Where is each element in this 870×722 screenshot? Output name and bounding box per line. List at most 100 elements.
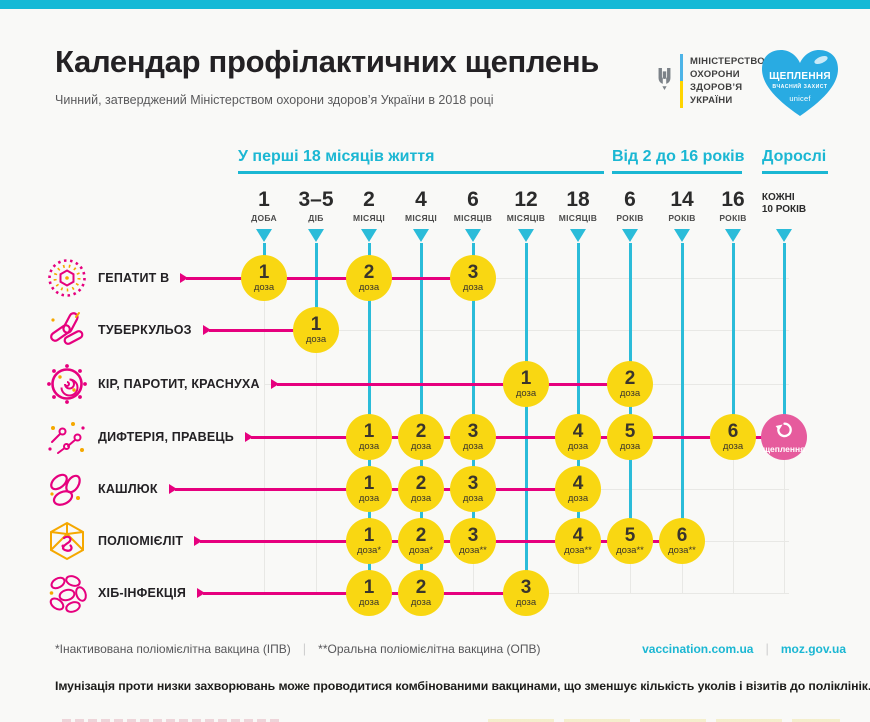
page-title: Календар профілактичних щеплень <box>55 44 600 79</box>
disease-name: ПОЛІОМІЄЛІТ <box>98 534 184 548</box>
age-group-underline-0 <box>238 171 604 174</box>
column-age-number-5: 12 <box>514 188 538 211</box>
dose-word: доза <box>410 441 432 453</box>
timeline-vline-1 <box>314 243 318 330</box>
dose-connector-line-0 <box>186 276 473 280</box>
column-marker-triangle-icon <box>674 229 690 242</box>
dose-number: 3 <box>467 421 479 443</box>
column-marker-triangle-icon <box>570 229 586 242</box>
ministry-line: УКРАЇНИ <box>690 95 733 106</box>
dose-word: доза <box>722 441 744 453</box>
column-age-number-4: 6 <box>467 188 479 211</box>
age-group-label-1: Від 2 до 16 років <box>612 148 745 165</box>
column-marker-triangle-icon <box>622 229 638 242</box>
dose-circle: 3 доза <box>450 466 496 512</box>
dose-number: 2 <box>415 421 427 443</box>
dose-circle: 4 доза <box>555 414 601 460</box>
dose-circle: 3 доза <box>450 255 496 301</box>
dose-number: 2 <box>415 473 427 495</box>
dose-circle: 3 доза <box>503 570 549 616</box>
dose-circle: 2 доза <box>398 466 444 512</box>
dose-word: доза <box>358 597 380 609</box>
dose-word: доза <box>410 493 432 505</box>
dose-number: 3 <box>467 473 479 495</box>
timeline-vline-9 <box>731 243 735 437</box>
dose-word: доза* <box>356 545 382 557</box>
row-arrow-icon <box>168 484 177 494</box>
age-group-label-0: У перші 18 місяців життя <box>238 148 435 165</box>
column-age-unit-0: ДОБА <box>251 213 277 223</box>
polio-virus-icon <box>45 519 89 563</box>
dose-circle: 1 доза <box>293 307 339 353</box>
dose-circle: 5 доза** <box>607 518 653 564</box>
column-marker-triangle-icon <box>725 229 741 242</box>
column-age-unit-7: РОКІВ <box>616 213 644 223</box>
dose-circle: 2 доза <box>398 414 444 460</box>
dose-circle: 6 доза** <box>659 518 705 564</box>
column-age-unit-6: МІСЯЦІВ <box>558 213 598 223</box>
dose-number: 2 <box>415 577 427 599</box>
footnote-legend: *Інактивована поліомієлітна вакцина (ІПВ… <box>55 641 541 656</box>
link-moz-site[interactable]: moz.gov.ua <box>780 641 846 656</box>
column-marker-triangle-icon <box>361 229 377 242</box>
dose-connector-line-1 <box>209 328 316 332</box>
dose-circle: 4 доза <box>555 466 601 512</box>
divider: | <box>765 641 769 656</box>
column-age-number-1: 3–5 <box>298 188 334 211</box>
column-marker-triangle-icon <box>776 229 792 242</box>
timeline-vline-4 <box>471 243 475 541</box>
dose-word: доза <box>358 493 380 505</box>
column-marker-triangle-icon <box>465 229 481 242</box>
disease-row-label-1: ТУБЕРКУЛЬОЗ <box>45 308 211 352</box>
link-vaccination-site[interactable]: vaccination.com.ua <box>642 641 754 656</box>
dose-number: 2 <box>624 368 636 390</box>
dose-circle: 5 доза <box>607 414 653 460</box>
dose-number: 1 <box>363 525 375 547</box>
timeline-vline-6 <box>576 243 580 541</box>
dose-word: доза** <box>668 545 696 557</box>
dose-word: доза <box>253 282 275 294</box>
heart-tagline: ВЧАСНИЙ ЗАХИСТ <box>772 84 828 90</box>
column-marker-triangle-icon <box>256 229 272 242</box>
flag-bar <box>680 54 683 108</box>
unicef-logo: unicef <box>789 94 811 103</box>
column-age-unit-4: МІСЯЦІВ <box>453 213 493 223</box>
dose-circle: 2 доза* <box>398 518 444 564</box>
dose-number: 4 <box>572 421 584 443</box>
dose-number: 4 <box>572 525 584 547</box>
dose-number: 1 <box>520 368 532 390</box>
column-age-unit-3: МІСЯЦІ <box>404 213 438 223</box>
dose-word: доза <box>462 282 484 294</box>
age-group-underline-2 <box>762 171 828 174</box>
dose-connector-line-2 <box>277 382 630 386</box>
adult-booster-circle: щеплення <box>761 414 807 460</box>
dose-number: 6 <box>676 525 688 547</box>
row-arrow-icon <box>180 273 189 283</box>
disease-name: ДИФТЕРІЯ, ПРАВЕЦЬ <box>98 430 234 444</box>
dose-circle: 1 доза* <box>346 518 392 564</box>
vaccination-heart-badge: ЩЕПЛЕННЯ ВЧАСНИЙ ЗАХИСТ unicef <box>758 46 842 120</box>
measles-virus-icon <box>45 362 89 406</box>
column-age-number-7: 6 <box>624 188 636 211</box>
dose-circle: 1 доза <box>346 570 392 616</box>
dose-word: доза <box>515 388 537 400</box>
disease-name: КАШЛЮК <box>98 482 158 496</box>
disease-row-label-6: ХІБ-ІНФЕКЦІЯ <box>45 571 206 615</box>
ministry-line: МІНІСТЕРСТВО <box>690 56 765 67</box>
combined-vaccines-note: Імунізація проти низки захворювань може … <box>55 679 870 693</box>
dose-word: доза <box>410 597 432 609</box>
dose-circle: 2 доза <box>346 255 392 301</box>
column-age-unit-1: ДІБ <box>308 213 324 223</box>
column-age-number-9: 16 <box>721 188 745 211</box>
dose-number: 3 <box>467 525 479 547</box>
row-arrow-icon <box>197 588 206 598</box>
column-age-number-8: 14 <box>670 188 694 211</box>
dose-word: доза <box>515 597 537 609</box>
dose-circle: 2 доза <box>398 570 444 616</box>
ministry-line: ЗДОРОВ’Я <box>690 82 743 93</box>
hepatitis-virus-icon <box>45 256 89 300</box>
disease-name: ХІБ-ІНФЕКЦІЯ <box>98 586 187 600</box>
dose-number: 1 <box>363 473 375 495</box>
dose-circle: 1 доза <box>346 414 392 460</box>
column-age-unit-8: РОКІВ <box>668 213 696 223</box>
